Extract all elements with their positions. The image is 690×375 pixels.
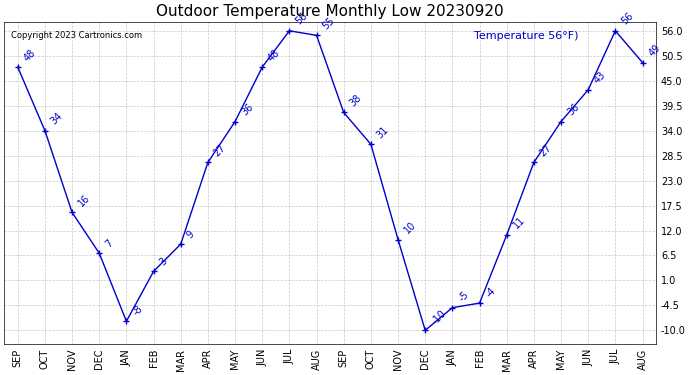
- Text: 56: 56: [620, 11, 635, 27]
- Text: 48: 48: [266, 47, 282, 63]
- Text: 34: 34: [49, 111, 65, 126]
- Text: 43: 43: [592, 70, 608, 86]
- Text: 49: 49: [647, 43, 662, 58]
- Text: 11: 11: [511, 215, 526, 231]
- Text: 7: 7: [104, 237, 115, 249]
- Title: Outdoor Temperature Monthly Low 20230920: Outdoor Temperature Monthly Low 20230920: [157, 4, 504, 19]
- Text: -10: -10: [429, 308, 448, 326]
- Text: 3: 3: [158, 256, 169, 267]
- Text: Temperature 56°F): Temperature 56°F): [473, 32, 578, 41]
- Text: Copyright 2023 Cartronics.com: Copyright 2023 Cartronics.com: [10, 32, 142, 40]
- Text: 27: 27: [212, 142, 228, 158]
- Text: 10: 10: [402, 220, 418, 236]
- Text: 9: 9: [185, 228, 196, 240]
- Text: 38: 38: [348, 93, 364, 108]
- Text: 55: 55: [321, 15, 337, 31]
- Text: 27: 27: [538, 142, 554, 158]
- Text: -8: -8: [130, 303, 144, 317]
- Text: 36: 36: [565, 102, 581, 117]
- Text: -5: -5: [457, 290, 471, 303]
- Text: 36: 36: [239, 102, 255, 117]
- Text: -4: -4: [484, 285, 497, 299]
- Text: 48: 48: [22, 47, 38, 63]
- Text: 56: 56: [293, 11, 309, 27]
- Text: 31: 31: [375, 124, 391, 140]
- Text: 16: 16: [76, 192, 92, 208]
